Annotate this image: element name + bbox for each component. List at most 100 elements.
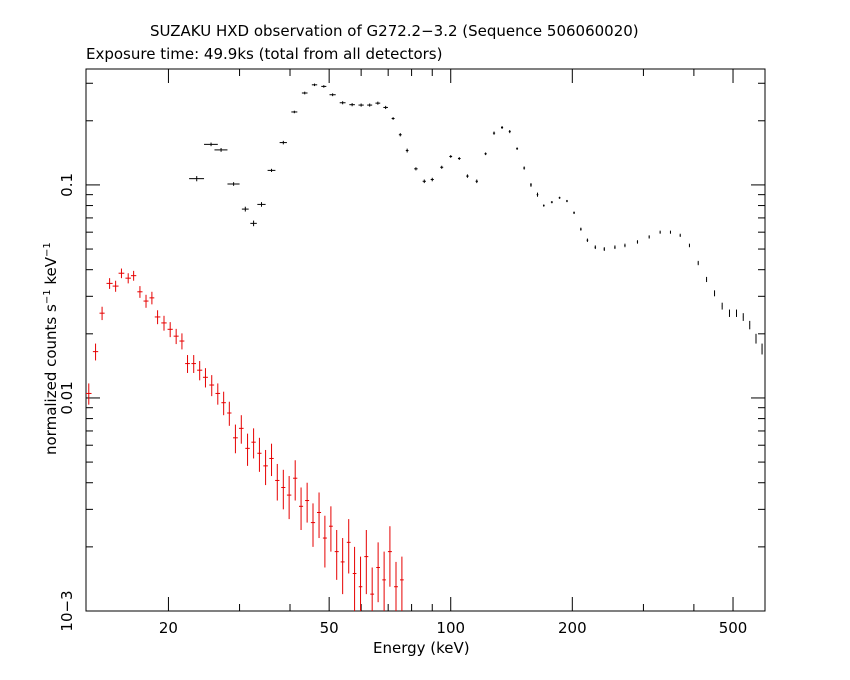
data-point-series-2	[154, 310, 161, 325]
y-tick-label: 0.1	[58, 173, 76, 197]
data-point-series-1	[492, 131, 496, 135]
data-point-series-1	[550, 201, 553, 204]
data-point-series-2	[233, 424, 238, 454]
data-point-series-2	[358, 556, 363, 611]
data-point-series-1	[475, 179, 478, 184]
data-point-series-2	[376, 542, 380, 603]
data-point-series-1	[339, 101, 346, 105]
data-point-series-1	[624, 243, 626, 248]
data-point-series-1	[594, 245, 597, 250]
data-point-series-2	[251, 428, 256, 459]
data-point-series-1	[523, 166, 526, 170]
data-point-series-2	[298, 487, 304, 530]
data-point-series-1	[580, 227, 582, 231]
data-point-series-1	[241, 206, 249, 212]
data-point-series-1	[636, 240, 639, 244]
data-point-series-2	[191, 355, 196, 373]
data-point-series-1	[301, 91, 308, 95]
data-point-series-2	[221, 391, 226, 416]
data-point-series-2	[149, 291, 155, 305]
data-point-series-1	[536, 192, 539, 197]
data-point-series-1	[755, 333, 757, 344]
data-point-series-1	[383, 105, 388, 110]
data-point-series-1	[311, 83, 318, 87]
data-point-series-2	[179, 333, 185, 350]
data-point-series-1	[321, 85, 327, 88]
data-point-series-1	[430, 177, 434, 182]
y-tick-label: 10−3	[58, 590, 76, 631]
data-point-series-1	[742, 313, 744, 321]
data-point-series-2	[322, 515, 327, 568]
x-axis-label: Energy (keV)	[373, 639, 470, 657]
x-tick-label: 100	[436, 619, 465, 637]
data-point-series-1	[566, 199, 568, 203]
data-point-series-1	[573, 211, 575, 215]
data-point-series-2	[387, 526, 392, 587]
data-point-series-1	[558, 196, 561, 199]
data-point-series-2	[370, 567, 375, 611]
data-point-series-2	[340, 538, 345, 595]
data-point-series-2	[400, 556, 404, 611]
data-point-series-1	[329, 93, 336, 97]
data-point-series-1	[291, 110, 298, 114]
data-point-series-1	[484, 152, 487, 156]
y-axis-label-sup1: −1	[42, 289, 53, 305]
data-point-series-1	[669, 230, 671, 234]
data-layer	[86, 83, 763, 611]
data-point-series-2	[143, 294, 149, 308]
data-point-series-1	[349, 103, 355, 107]
data-point-series-1	[457, 157, 461, 160]
data-point-series-2	[130, 270, 137, 281]
data-point-series-2	[281, 469, 286, 510]
data-point-series-2	[197, 361, 203, 381]
data-point-series-1	[250, 220, 257, 227]
data-point-series-2	[173, 328, 179, 345]
axes-layer: 20 50 100 200 500 10−3 0.01 0.1	[58, 69, 766, 637]
plot-frame	[85, 68, 766, 612]
data-point-series-1	[227, 182, 240, 186]
data-point-series-1	[714, 290, 716, 297]
data-point-series-2	[185, 355, 190, 373]
data-point-series-1	[706, 276, 708, 283]
data-point-series-2	[352, 546, 357, 611]
y-axis-label: normalized counts s−1 keV−1	[42, 242, 60, 455]
y-tick-label: 0.01	[58, 381, 76, 414]
data-point-series-2	[328, 506, 333, 552]
data-point-series-2	[238, 415, 244, 444]
data-point-series-1	[542, 204, 545, 207]
data-point-series-2	[99, 306, 105, 321]
data-point-series-1	[516, 147, 519, 150]
data-point-series-1	[189, 176, 205, 182]
data-point-series-2	[209, 375, 215, 397]
data-point-series-2	[245, 433, 250, 466]
data-point-series-1	[688, 243, 690, 248]
data-point-series-1	[679, 233, 681, 237]
data-point-series-2	[137, 286, 143, 298]
data-point-series-2	[269, 443, 274, 477]
data-point-series-2	[86, 383, 92, 405]
y-axis-label-part1: normalized counts s	[42, 304, 60, 455]
data-point-series-1	[279, 140, 287, 145]
data-point-series-1	[267, 168, 276, 172]
data-point-series-1	[735, 309, 737, 317]
data-point-series-1	[648, 235, 650, 239]
data-point-series-2	[263, 449, 268, 486]
x-tick-label: 200	[558, 619, 587, 637]
data-point-series-1	[214, 148, 228, 152]
data-point-series-1	[614, 245, 616, 250]
data-point-series-2	[106, 278, 113, 289]
data-point-series-2	[227, 401, 232, 426]
data-point-series-2	[92, 343, 99, 361]
data-point-series-1	[508, 130, 511, 134]
data-point-series-2	[118, 268, 125, 279]
x-tick-label: 50	[320, 619, 339, 637]
data-point-series-1	[728, 309, 730, 317]
data-point-series-2	[293, 460, 298, 501]
data-point-series-2	[394, 561, 398, 611]
data-point-series-1	[449, 155, 453, 158]
data-point-series-2	[346, 519, 351, 574]
data-point-series-1	[398, 133, 402, 137]
data-point-series-2	[257, 437, 262, 472]
data-point-series-2	[125, 273, 131, 284]
